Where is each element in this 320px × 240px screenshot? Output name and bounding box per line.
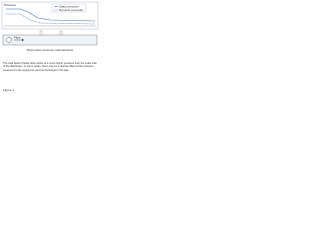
flow-label: Flow [14,35,21,39]
legend-label: Static pressure [59,4,79,8]
figure-label: Figure 1 [3,88,15,92]
caption-text: The total head of fluids often works at … [3,62,97,72]
bottom-label: Piezometer pressure (atmospheric) [27,48,74,52]
flow-arrowhead [22,38,24,42]
chart-frame [1,1,99,30]
diagram: Pressure Static pressure Dynamic pressur… [1,1,99,52]
gauge [6,37,12,43]
legend-box [51,3,87,13]
pressure-curve [6,13,96,25]
pipe [2,34,98,46]
piezometer [39,30,43,36]
piezometer [59,30,63,36]
page: Pressure Static pressure Dynamic pressur… [0,0,100,96]
legend-label: Dynamic pressure [59,8,84,12]
axis-label: Pressure [4,3,16,7]
pressure-curve [6,8,96,22]
